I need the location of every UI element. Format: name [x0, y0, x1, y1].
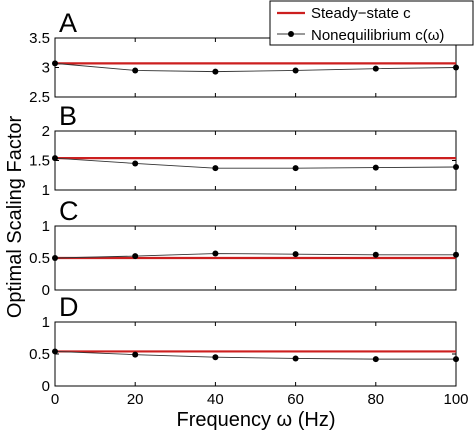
- series-noneq-point: [52, 348, 58, 355]
- y-tick-label: 0: [42, 282, 50, 299]
- series-noneq-point: [372, 356, 379, 363]
- series-noneq-line: [54, 350, 456, 360]
- series-noneq-point: [453, 356, 459, 363]
- x-axis-label: Frequency ω (Hz): [177, 409, 336, 431]
- series-noneq-line: [54, 157, 457, 169]
- series-noneq-point: [52, 255, 58, 261]
- x-tick-label: 80: [367, 391, 384, 408]
- y-tick-label: 1.5: [29, 153, 50, 170]
- legend-box: [269, 0, 474, 46]
- y-tick-label: 1: [42, 314, 50, 331]
- x-tick-label: 20: [127, 391, 144, 408]
- panel-b: 1 1.5 2B: [29, 101, 459, 199]
- series-noneq-point: [132, 67, 139, 74]
- series-noneq-point: [132, 253, 139, 260]
- x-tick-label: 0: [51, 391, 59, 408]
- y-tick-label: 2: [42, 123, 50, 140]
- series-noneq-line: [54, 62, 457, 73]
- y-tick-label: 3: [42, 60, 50, 77]
- y-axis-label: Optimal Scaling Factor: [4, 116, 26, 319]
- legend-noneq-marker: [288, 31, 294, 37]
- legend: Steady−state c Nonequilibrium c(ω): [269, 0, 474, 46]
- series-noneq-point: [453, 251, 459, 258]
- series-noneq-point: [372, 251, 379, 258]
- series-noneq-point: [453, 163, 459, 170]
- panel-b-letter: B: [59, 101, 77, 131]
- panel-b-frame: [54, 130, 457, 191]
- panel-d: 0 20 40 60 80 100 0 0.5 1D: [29, 292, 468, 408]
- series-noneq-point: [372, 65, 379, 72]
- series-noneq-point: [212, 68, 219, 75]
- panel-c-letter: C: [59, 196, 79, 226]
- y-tick-label: 0.5: [29, 346, 50, 363]
- y-tick-label: 1: [42, 218, 50, 235]
- panel-a: 2.5 3 3.5 A: [29, 8, 459, 106]
- series-noneq-point: [52, 60, 58, 67]
- x-tick-label: 100: [443, 391, 468, 408]
- panel-a-frame: [54, 37, 457, 98]
- series-noneq-point: [372, 164, 379, 171]
- y-tick-label: 3.5: [29, 30, 50, 47]
- legend-noneq-label: Nonequilibrium c(ω): [311, 27, 444, 44]
- panel-d-letter: D: [59, 292, 79, 322]
- y-tick-label: 0.5: [29, 250, 50, 267]
- series-noneq-point: [292, 251, 299, 258]
- series-noneq-point: [52, 155, 58, 162]
- series-noneq-point: [212, 250, 219, 257]
- series-noneq-point: [212, 165, 219, 172]
- series-noneq-point: [132, 351, 139, 358]
- series-noneq-point: [453, 64, 459, 71]
- series-noneq-point: [292, 67, 299, 74]
- series-noneq-point: [132, 160, 139, 167]
- series-noneq-point: [292, 355, 299, 362]
- x-tick-label: 40: [207, 391, 224, 408]
- series-noneq-point: [292, 165, 299, 172]
- y-tick-label: 0: [42, 378, 50, 395]
- y-tick-label: 2.5: [29, 89, 50, 106]
- panel-c: 0 0.5 1C: [29, 196, 459, 299]
- y-tick-label: 1: [42, 182, 50, 199]
- x-tick-label: 60: [287, 391, 304, 408]
- panel-a-letter: A: [59, 8, 77, 38]
- series-noneq-line: [54, 253, 456, 259]
- legend-steady-label: Steady−state c: [311, 5, 411, 22]
- series-noneq-point: [212, 354, 219, 361]
